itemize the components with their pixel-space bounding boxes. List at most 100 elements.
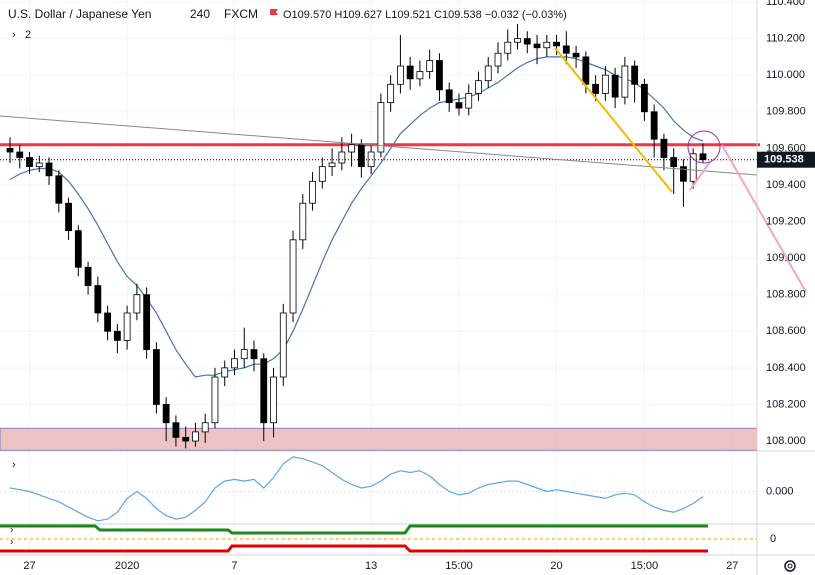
- candle-body: [553, 41, 560, 47]
- candle-body: [94, 285, 102, 314]
- candle-body: [250, 349, 258, 360]
- candle-body: [172, 422, 180, 438]
- candle-body: [611, 74, 619, 98]
- y-tick-label: 109.600: [766, 142, 806, 154]
- flag-icon[interactable]: [270, 9, 278, 15]
- candle-body: [660, 138, 668, 158]
- y-tick-label: 109.800: [766, 106, 806, 118]
- candle-body: [543, 41, 551, 49]
- candle-body: [699, 153, 707, 161]
- candle-body: [348, 144, 356, 153]
- indicators-toggle[interactable]: ›: [12, 29, 16, 41]
- candle-body: [309, 180, 316, 204]
- y-tick-label: 109.200: [766, 215, 806, 227]
- candle-body: [494, 52, 502, 67]
- x-tick-label: 27: [726, 560, 738, 572]
- candle-body: [328, 162, 336, 168]
- candle-body: [367, 151, 375, 168]
- candle-body: [55, 175, 63, 204]
- candle-body: [475, 80, 482, 94]
- candle-body: [562, 45, 570, 54]
- candle-body: [231, 358, 238, 369]
- x-tick-label: 7: [231, 560, 237, 572]
- y-tick-label: 0.000: [766, 485, 794, 497]
- y-tick-label: 109.400: [766, 179, 806, 191]
- indicators-count[interactable]: 2: [25, 29, 31, 41]
- x-tick-label: 2020: [115, 560, 139, 572]
- pane-toggle[interactable]: ›: [12, 459, 16, 471]
- candle-body: [182, 436, 190, 442]
- candle-body: [16, 151, 24, 158]
- candle-body: [318, 166, 326, 182]
- candle-body: [601, 74, 609, 94]
- gear-center[interactable]: [787, 563, 793, 569]
- candle-body: [406, 65, 414, 80]
- candle-body: [445, 89, 453, 104]
- candle-body: [338, 151, 346, 164]
- zone: [0, 427, 758, 451]
- candle-body: [104, 312, 111, 332]
- candle-body: [279, 312, 287, 378]
- candle-body: [221, 367, 229, 378]
- pane-toggle[interactable]: ›: [10, 525, 13, 536]
- y-tick-label: 109.000: [766, 252, 806, 264]
- candle-body: [133, 294, 141, 314]
- symbol[interactable]: U.S. Dollar / Japanese Yen: [8, 7, 151, 21]
- candle-body: [84, 266, 92, 286]
- candle-body: [455, 102, 463, 109]
- y-tick-label: 108.400: [766, 362, 806, 374]
- candle-body: [357, 144, 365, 168]
- pane-toggle[interactable]: ›: [10, 537, 13, 548]
- trend-line: [554, 47, 673, 193]
- last-price-label: 109.538: [764, 154, 804, 166]
- candle-body: [523, 38, 531, 45]
- candle-body: [689, 153, 697, 182]
- candle-body: [592, 83, 599, 94]
- candle-body: [533, 43, 541, 49]
- y-tick-label: 0: [770, 533, 776, 545]
- candle-body: [299, 202, 307, 241]
- x-tick-label: 20: [550, 560, 562, 572]
- x-tick-label: 15:00: [631, 560, 659, 572]
- candle-body: [670, 157, 678, 168]
- candle-body: [201, 422, 209, 433]
- candle-body: [465, 93, 473, 109]
- ohlc-legend: O109.570 H109.627 L109.521 C109.538 −0.0…: [283, 9, 567, 21]
- candle-body: [396, 65, 404, 85]
- candle-body: [45, 162, 53, 177]
- candle-body: [26, 157, 33, 168]
- candle-body: [582, 56, 590, 85]
- candle-body: [211, 376, 219, 424]
- y-tick-label: 108.000: [766, 435, 806, 447]
- candle-body: [6, 147, 14, 153]
- trend-line: [0, 115, 758, 176]
- y-tick-label: 108.600: [766, 325, 806, 337]
- candle-body: [123, 312, 131, 341]
- y-tick-label: 110.400: [766, 0, 805, 8]
- last-price-box: [757, 151, 815, 168]
- candle-body: [416, 71, 424, 80]
- candle-body: [113, 330, 121, 341]
- candle-body: [484, 65, 492, 82]
- candle-body: [152, 349, 160, 405]
- candle-body: [650, 111, 658, 140]
- candle-body: [270, 376, 277, 424]
- settings-icon[interactable]: [784, 560, 796, 572]
- source: FXCM: [224, 7, 258, 21]
- interval[interactable]: 240: [190, 7, 210, 21]
- candle-body: [426, 60, 434, 72]
- candle-body: [65, 202, 72, 232]
- gear[interactable]: [784, 560, 796, 572]
- oscillator-line: [9, 456, 704, 522]
- candle-body: [572, 52, 580, 58]
- y-tick-label: 108.800: [766, 289, 806, 301]
- candle-body: [436, 60, 443, 91]
- candle-body: [641, 83, 648, 113]
- y-tick-label: 110.200: [766, 33, 805, 45]
- candle-body: [162, 404, 170, 424]
- candle-body: [631, 65, 639, 85]
- candle-body: [377, 102, 385, 153]
- candle-body: [143, 294, 151, 350]
